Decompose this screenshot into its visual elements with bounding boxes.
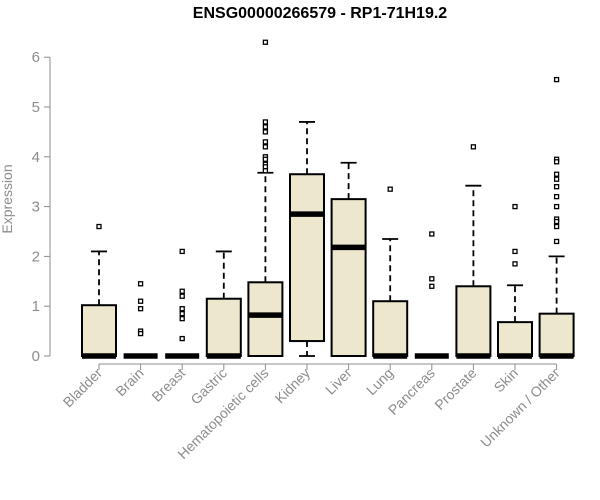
box-9 (414, 231, 449, 359)
box-8 (372, 186, 409, 359)
y-tick-label: 3 (32, 199, 40, 216)
outlier-point (512, 248, 518, 255)
box-3 (165, 248, 200, 359)
box-body (330, 198, 367, 357)
outlier-point (553, 218, 560, 225)
x-tick-label: Breast (148, 365, 188, 405)
box-body (497, 321, 533, 357)
outlier-point (179, 335, 185, 342)
box-body (289, 173, 325, 343)
y-tick-label: 4 (32, 149, 40, 166)
outlier-point (179, 248, 185, 255)
box-5 (247, 39, 284, 357)
y-tick-label: 6 (32, 49, 40, 66)
box-10 (455, 144, 492, 359)
box-2 (123, 281, 158, 359)
outlier-point (179, 315, 185, 322)
outlier-point (179, 306, 185, 312)
y-tick-label: 1 (32, 298, 40, 315)
x-tick-label: Lung (363, 365, 396, 398)
outlier-point (429, 283, 435, 289)
outlier-point (262, 119, 269, 125)
outlier-point (262, 168, 269, 174)
box-body (538, 312, 575, 358)
outlier-point (553, 238, 560, 245)
outlier-point (553, 176, 560, 182)
outlier-point (262, 124, 269, 130)
box-11 (497, 203, 533, 359)
x-tick-label: Prostate (431, 365, 479, 413)
box-body (247, 281, 284, 357)
x-tick-label: Skin (491, 365, 522, 396)
outlier-point (262, 144, 269, 150)
outlier-point (262, 139, 269, 145)
box-6 (289, 121, 325, 357)
outlier-point (262, 129, 269, 135)
outlier-point (179, 311, 185, 317)
y-tick-label: 5 (32, 99, 40, 116)
box-7 (330, 161, 367, 357)
outlier-point (470, 144, 477, 150)
box-body (372, 300, 409, 357)
outlier-point (179, 288, 185, 294)
outlier-point (179, 293, 185, 299)
outlier-point (429, 276, 435, 282)
outlier-point (429, 231, 435, 237)
box-body (205, 297, 242, 358)
outlier-point (137, 298, 144, 304)
outlier-point (137, 306, 144, 312)
box-body (455, 285, 492, 357)
box-1 (81, 223, 117, 359)
y-axis-label: Expression (0, 164, 15, 233)
y-axis: 0 1 2 3 4 5 6 (32, 49, 51, 365)
outlier-point (553, 184, 560, 190)
outlier-point (96, 223, 102, 230)
x-tick-label: Bladder (60, 365, 106, 411)
outlier-point (137, 330, 144, 337)
outlier-point (262, 156, 269, 162)
outlier-point (553, 171, 560, 177)
x-tick-label: Liver (322, 365, 355, 398)
outlier-point (512, 261, 518, 267)
outlier-point (553, 223, 560, 230)
box-12 (538, 76, 575, 359)
x-tick-label: Brain (112, 365, 146, 399)
outlier-point (553, 76, 560, 83)
x-tick-label: Kidney (272, 365, 314, 407)
outlier-point (553, 159, 560, 165)
y-tick-label: 2 (32, 248, 40, 265)
box-body (81, 304, 117, 358)
y-tick-label: 0 (32, 348, 40, 365)
boxes-group (81, 39, 575, 359)
outlier-point (553, 193, 560, 200)
outlier-point (387, 186, 393, 192)
outlier-point (512, 203, 518, 210)
outlier-point (137, 281, 144, 287)
outlier-point (262, 39, 269, 45)
chart-title: ENSG00000266579 - RP1-71H19.2 (192, 5, 448, 22)
box-4 (205, 250, 242, 359)
x-tick-label: Unknown / Other (477, 365, 563, 451)
outlier-point (553, 203, 560, 210)
